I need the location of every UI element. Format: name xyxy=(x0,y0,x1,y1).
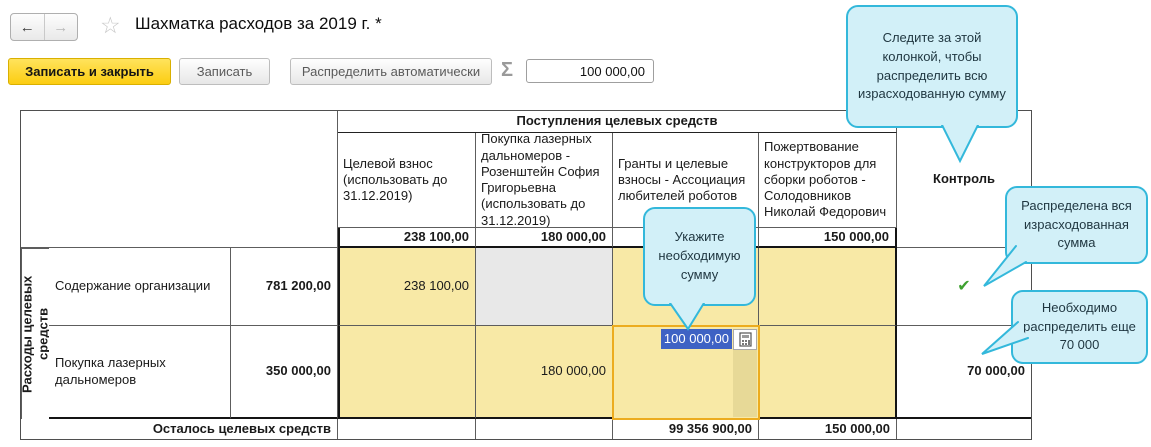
distribute-auto-button[interactable]: Распределить автоматически xyxy=(290,58,492,85)
cell-edit-strip xyxy=(733,350,757,417)
calculator-button[interactable] xyxy=(733,328,757,350)
control-column-header: Контроль xyxy=(897,111,1031,248)
column-total: 150 000,00 xyxy=(759,228,897,248)
row-total: 350 000,00 xyxy=(231,326,338,419)
matrix-cell[interactable] xyxy=(338,326,476,419)
expense-matrix-table: Поступления целевых средств Контроль Цел… xyxy=(20,110,1032,440)
remaining-row-label: Осталось целевых средств xyxy=(21,419,338,439)
matrix-cell[interactable]: 238 100,00 xyxy=(338,248,476,326)
matrix-cell-disabled xyxy=(476,248,613,326)
column-header-grants: Гранты и целевые взносы - Ассоциация люб… xyxy=(613,133,759,228)
callout-tail xyxy=(981,321,1029,355)
cell-input-selected-text[interactable]: 100 000,00 xyxy=(660,329,732,349)
row-total: 781 200,00 xyxy=(231,248,338,326)
nav-group: ← → xyxy=(10,13,78,41)
column-total: 238 100,00 xyxy=(338,228,476,248)
calculator-icon xyxy=(738,331,752,347)
row-name: Содержание организации xyxy=(49,248,231,326)
incoming-funds-header: Поступления целевых средств xyxy=(338,111,897,133)
column-header-rangefinders: Покупка лазерных дальномеров - Розенштей… xyxy=(476,133,613,228)
callout-need-more: Необходимо распределить еще 70 000 xyxy=(1011,290,1148,364)
sigma-icon: Σ xyxy=(501,59,514,81)
remaining-cell xyxy=(897,419,1031,439)
back-arrow-icon: ← xyxy=(19,18,35,36)
expenses-axis-label: Расходы целевых средств xyxy=(21,248,49,419)
check-icon: ✔ xyxy=(957,277,971,295)
remaining-cell xyxy=(476,419,613,439)
matrix-cell[interactable]: 180 000,00 xyxy=(476,326,613,419)
corner-empty-cell xyxy=(21,111,338,248)
callout-specify-amount: Укажите необходимую сумму xyxy=(643,207,756,306)
forward-button[interactable]: → xyxy=(45,14,78,40)
column-total: 180 000,00 xyxy=(476,228,613,248)
row-name: Покупка лазерных дальномеров xyxy=(49,326,231,419)
control-cell-value: 70 000,00 xyxy=(897,326,1031,419)
remaining-cell: 99 356 900,00 xyxy=(613,419,759,439)
callout-tail xyxy=(669,303,705,331)
amount-input[interactable] xyxy=(526,59,654,83)
cell-edit-row: 100 000,00 xyxy=(660,328,757,350)
callout-tail xyxy=(941,125,979,164)
forward-arrow-icon: → xyxy=(53,18,69,36)
callout-tail xyxy=(983,245,1027,287)
favorite-star-icon[interactable]: ☆ xyxy=(100,12,121,38)
column-header-donation: Пожертвование конструкторов для сборки р… xyxy=(759,133,897,228)
page-title: Шахматка расходов за 2019 г. * xyxy=(135,14,382,33)
save-and-close-button[interactable]: Записать и закрыть xyxy=(8,58,171,85)
save-button[interactable]: Записать xyxy=(179,58,270,85)
remaining-cell: 150 000,00 xyxy=(759,419,897,439)
remaining-cell xyxy=(338,419,476,439)
column-header-target-fee: Целевой взнос (использовать до 31.12.201… xyxy=(338,133,476,228)
back-button[interactable]: ← xyxy=(11,14,45,40)
editing-cell[interactable]: 100 000,00 xyxy=(612,325,760,420)
callout-watch-column: Следите за этой колонкой, чтобы распреде… xyxy=(846,5,1018,128)
control-cell: ✔ xyxy=(897,248,1031,326)
callout-distributed-all: Распределена вся израсходованная сумма xyxy=(1005,186,1148,264)
matrix-cell[interactable] xyxy=(759,326,897,419)
matrix-cell[interactable] xyxy=(759,248,897,326)
